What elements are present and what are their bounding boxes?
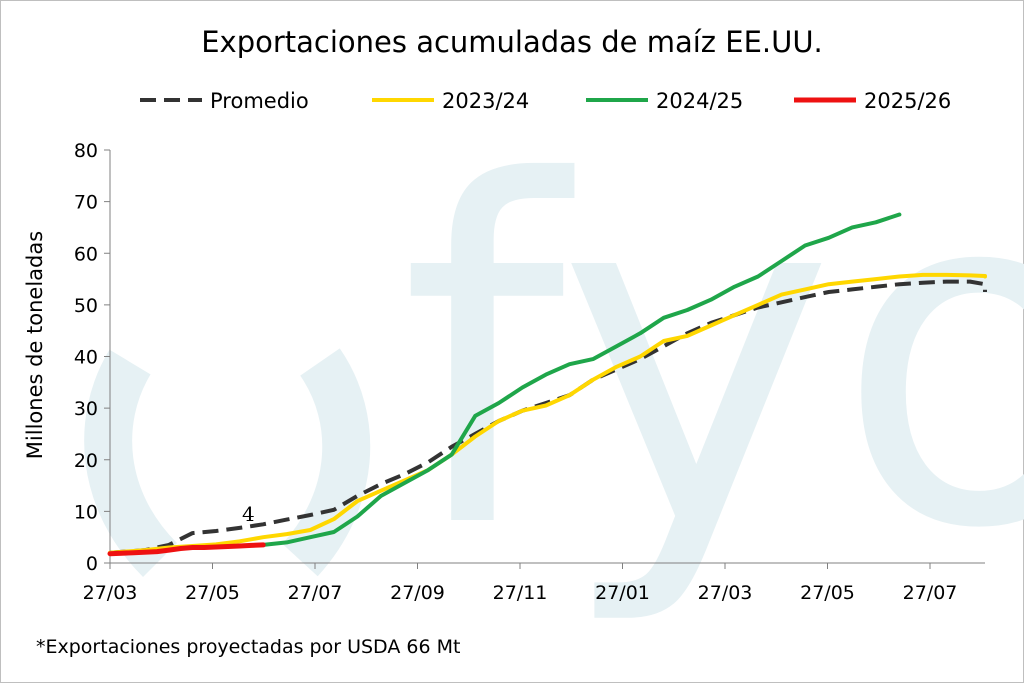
x-tick-label: 27/01: [595, 582, 650, 604]
series-line-promedio: [109, 279, 987, 555]
x-tick-label: 27/03: [698, 582, 753, 604]
legend-label: 2025/26: [864, 89, 951, 113]
x-tick-label: 27/07: [288, 582, 343, 604]
y-tick-label: 70: [74, 192, 98, 214]
annotation-label: 4: [242, 502, 255, 526]
x-tick-label: 27/05: [185, 582, 240, 604]
y-tick-label: 60: [74, 243, 98, 265]
y-tick-label: 10: [74, 501, 98, 523]
y-axis-label: Millones de toneladas: [23, 231, 47, 459]
y-tick-label: 20: [74, 450, 98, 472]
y-tick-label: 80: [74, 140, 98, 162]
x-tick-label: 27/07: [903, 582, 958, 604]
x-tick-label: 27/05: [800, 582, 855, 604]
legend-label: 2023/24: [442, 89, 529, 113]
series-line-2024-25: [261, 212, 902, 547]
axes: 0 10 20 30 40 50 60 70 80 27/03 27/05 27/07 27/09 27/…: [74, 140, 985, 604]
x-tick-label: 27/03: [83, 582, 138, 604]
x-tick-label: 27/09: [390, 582, 445, 604]
series-line-2025-26: [107, 542, 266, 557]
x-tick-label: 27/11: [493, 582, 548, 604]
legend-label: Promedio: [210, 89, 309, 113]
legend: Promedio 2023/24 2024/25 2025/26: [140, 89, 951, 113]
chart-title: Exportaciones acumuladas de maíz EE.UU.: [201, 25, 823, 59]
y-tick-label: 40: [74, 347, 98, 369]
y-tick-label: 0: [86, 553, 98, 575]
footnote: *Exportaciones proyectadas por USDA 66 M…: [36, 636, 460, 658]
legend-label: 2024/25: [656, 89, 743, 113]
y-tick-label: 50: [74, 295, 98, 317]
watermark-logo: fyo: [84, 84, 1024, 631]
watermark-text: fyo: [400, 84, 1024, 631]
series-line-2023-24: [108, 272, 987, 555]
y-tick-label: 30: [74, 398, 98, 420]
series-layer: [107, 212, 987, 557]
